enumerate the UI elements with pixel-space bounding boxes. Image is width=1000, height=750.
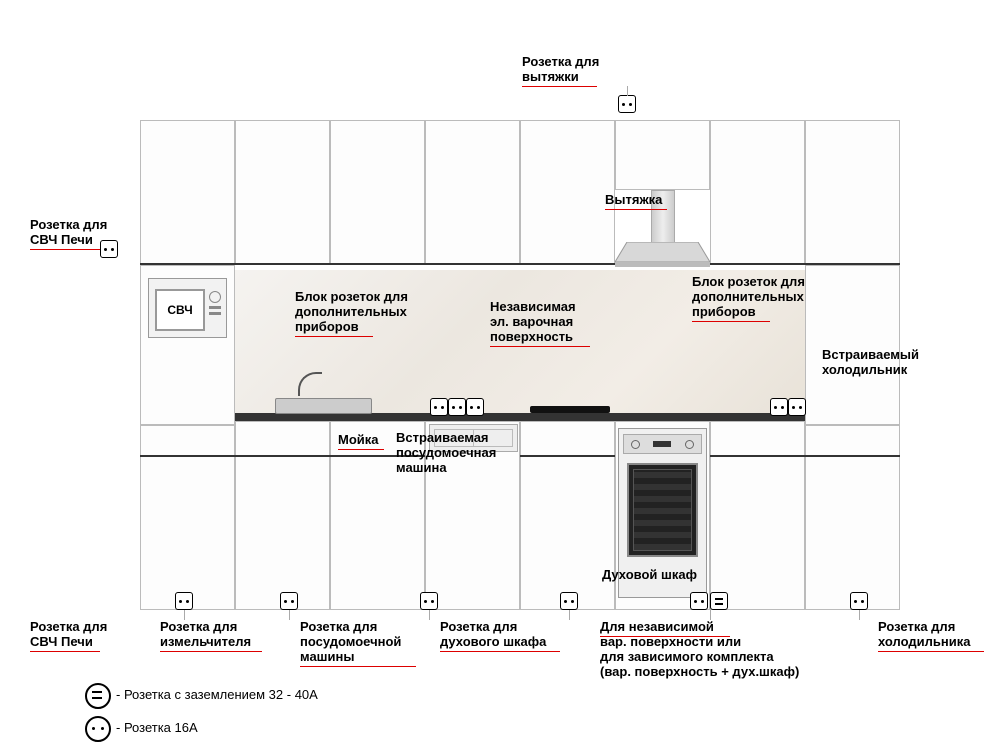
ldr5 (710, 610, 711, 620)
upper-cab-6 (615, 120, 710, 190)
socket-bottom-grinder (280, 592, 298, 610)
upper-cab-2 (235, 120, 330, 265)
ul-b-ck (600, 636, 730, 637)
label-oven: Духовой шкаф (602, 568, 697, 583)
upper-cab-3 (330, 120, 425, 265)
socket-block-right-2 (788, 398, 806, 416)
upper-shelf-line (140, 263, 900, 265)
ul-bl (295, 336, 373, 337)
upper-cab-5 (520, 120, 615, 265)
label-dishwasher: Встраиваемая посудомоечная машина (396, 431, 496, 476)
legend-16-text: - Розетка 16А (116, 721, 198, 736)
drawer-line-4 (520, 455, 615, 457)
label-sink: Мойка (338, 433, 379, 448)
label-bot-oven: Розетка для духового шкафа (440, 620, 546, 650)
microwave: СВЧ (148, 278, 227, 338)
ul-b-ov (440, 651, 560, 652)
label-bot-grinder: Розетка для измельчителя (160, 620, 251, 650)
ul-ct (490, 346, 590, 347)
lower-cab-6 (710, 421, 805, 610)
label-block-right: Блок розеток для дополнительных приборов (692, 275, 805, 320)
ul-b-mw (30, 651, 100, 652)
upper-cab-1 (140, 120, 235, 265)
socket-bottom-microwave (175, 592, 193, 610)
ul-b-fr (878, 651, 984, 652)
socket-bottom-cooktop-16 (690, 592, 708, 610)
label-bot-fridge: Розетка для холодильника (878, 620, 970, 650)
socket-hood (618, 95, 636, 113)
ul-sink (338, 449, 384, 450)
tall-left-low (140, 425, 235, 610)
ul-mwu (30, 249, 100, 250)
ldr1 (184, 610, 185, 620)
cooktop (530, 406, 610, 413)
ul-hood (522, 86, 597, 87)
tall-right-mid (805, 265, 900, 425)
socket-block-left-1 (430, 398, 448, 416)
ldr2 (289, 610, 290, 620)
socket-block-right-1 (770, 398, 788, 416)
drawer-line-1 (235, 455, 330, 457)
drawer-line-l1 (140, 455, 235, 457)
lower-cab-1 (235, 421, 330, 610)
legend-socket-32-icon (85, 683, 111, 709)
label-hood-socket: Розетка для вытяжки (522, 55, 599, 85)
label-fridge: Встраиваемый холодильник (822, 348, 919, 378)
ldr4 (569, 610, 570, 620)
microwave-label: СВЧ (155, 289, 205, 331)
countertop (235, 413, 805, 421)
socket-block-left-2 (448, 398, 466, 416)
label-hood-name: Вытяжка (605, 193, 662, 208)
ul-b-gr (160, 651, 262, 652)
ul-br (692, 321, 770, 322)
kitchen-elevation: СВЧ (140, 120, 900, 610)
label-bot-dw: Розетка для посудомоечной машины (300, 620, 401, 665)
leader-hood (627, 86, 628, 96)
tall-right-low (805, 425, 900, 610)
legend-32-text: - Розетка с заземлением 32 - 40А (116, 688, 318, 703)
label-bot-mw: Розетка для СВЧ Печи (30, 620, 107, 650)
socket-block-left-3 (466, 398, 484, 416)
ldr6 (859, 610, 860, 620)
label-block-left: Блок розеток для дополнительных приборов (295, 290, 408, 335)
label-cooktop: Независимая эл. варочная поверхность (490, 300, 576, 345)
label-mw-upper: Розетка для СВЧ Печи (30, 218, 107, 248)
socket-bottom-oven (560, 592, 578, 610)
label-bot-cooktop: Для независимой вар. поверхности или для… (600, 620, 799, 680)
drawer-line-r1 (805, 455, 900, 457)
socket-bottom-cooktop-32 (710, 592, 728, 610)
upper-cab-7 (710, 120, 805, 265)
ldr3 (429, 610, 430, 620)
ul-b-dw (300, 666, 416, 667)
legend-socket-16-icon (85, 716, 111, 742)
upper-cab-4 (425, 120, 520, 265)
ul-hoodn (605, 209, 667, 210)
lower-cab-4 (520, 421, 615, 610)
socket-bottom-dishwasher (420, 592, 438, 610)
socket-bottom-fridge (850, 592, 868, 610)
drawer-line-6 (710, 455, 805, 457)
upper-cab-8 (805, 120, 900, 265)
